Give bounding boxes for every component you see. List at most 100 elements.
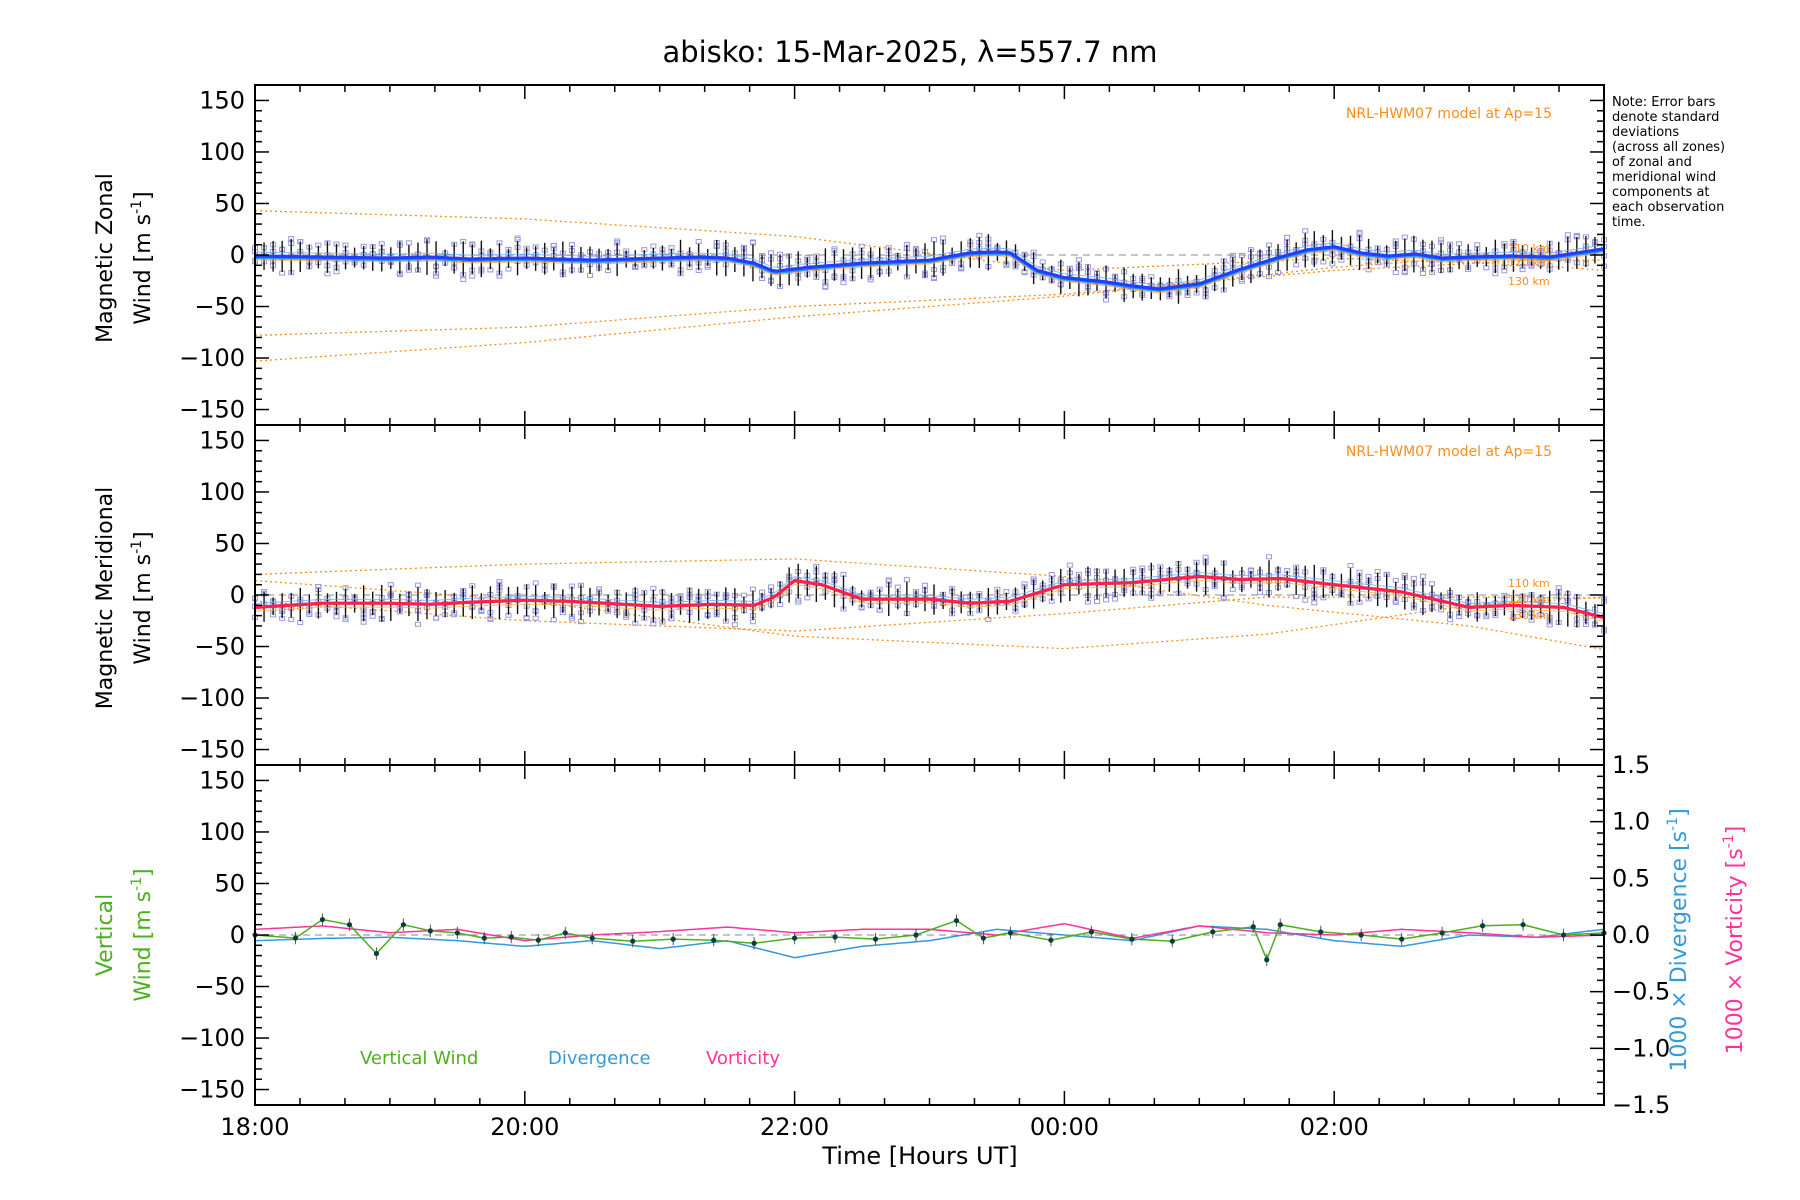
zonal-zone-marker [1356, 229, 1363, 235]
y2-tick-label: 0.5 [1612, 864, 1650, 892]
zonal-zone-marker [1419, 270, 1426, 276]
vertical-wind-point [711, 937, 717, 943]
vertical-wind-point [792, 935, 798, 941]
vertical-wind-point [1277, 922, 1283, 928]
y2-tick-label: −0.5 [1612, 978, 1670, 1006]
vertical-wind-point [562, 930, 568, 936]
meridional-zone-marker [1392, 577, 1399, 583]
meridional-model-line-1 [254, 579, 1605, 650]
y-tick-label: −50 [194, 633, 245, 661]
vertical-wind-point [913, 932, 919, 938]
vertical-wind-point [1088, 929, 1094, 935]
meridional-zone-marker [1066, 562, 1073, 568]
zonal-zone-marker [1284, 234, 1291, 240]
meridional-zone-marker [288, 616, 295, 622]
vertical-wind-point [751, 940, 757, 946]
zonal-model-line-2 [254, 249, 1605, 362]
axes: 150100500−50−100−150150100500−50−100−150… [179, 84, 1670, 1141]
zonal-zone-marker [405, 240, 412, 246]
meridional-zone-marker [414, 621, 421, 627]
meridional-zone-marker [1419, 573, 1426, 579]
zonal-model-alt-120: 120 km [1508, 256, 1550, 269]
zonal-model-line-1 [254, 259, 1604, 337]
meridional-zone-marker [749, 619, 756, 625]
meridional-zone-marker [1266, 554, 1273, 560]
vertical-wind-point [427, 928, 433, 934]
meridional-ylabel-line1: Magnetic Meridional [93, 487, 118, 709]
zonal-ylabel-line1: Magnetic Zonal [93, 173, 118, 343]
meridional-zone-marker [1311, 600, 1318, 606]
divergence-axis-text: 1000 × Divergence [s-1] [1665, 808, 1692, 1071]
vertical-wind-point [1439, 930, 1445, 936]
legend-divergence: Divergence [548, 1048, 651, 1069]
vertical-wind-point [1399, 936, 1405, 942]
note-line: (across all zones) [1612, 140, 1726, 155]
zonal-zone-marker [469, 273, 476, 279]
note-line: meridional wind [1612, 170, 1717, 185]
y-tick-label: 100 [199, 478, 245, 506]
vertical-wind-point [872, 936, 879, 942]
y-tick-label: −150 [179, 396, 245, 424]
zonal-zone-marker [931, 237, 938, 243]
note-line: deviations [1612, 125, 1680, 140]
vertical-wind-point [670, 936, 676, 942]
zonal-zone-marker [1238, 252, 1245, 258]
zonal-zone-marker [695, 238, 702, 244]
vertical-wind-point [481, 935, 487, 941]
vertical-wind-point [1169, 938, 1175, 944]
legend-vertical-wind: Vertical Wind [360, 1048, 478, 1069]
zonal-zone-marker [1401, 234, 1408, 240]
y-tick-label: 0 [230, 581, 245, 609]
y-tick-label: 150 [199, 426, 245, 454]
vorticity-axis-text: 1000 × Vorticity [s-1] [1721, 826, 1748, 1054]
vertical-wind-point [1318, 929, 1324, 935]
zonal-zone-marker [1075, 257, 1082, 263]
zonal-model-line-0 [254, 210, 1605, 272]
zonal-zone-marker [1519, 267, 1526, 273]
meridional-zone-marker [731, 622, 738, 628]
note-line: time. [1612, 215, 1646, 230]
zonal-zone-line-3 [255, 242, 1605, 286]
zonal-zone-marker [1438, 237, 1445, 243]
meridional-model-line-0 [254, 558, 1605, 651]
x-tick-label: 22:00 [760, 1113, 829, 1141]
zonal-zone-marker [433, 273, 440, 279]
zonal-zone-marker [822, 283, 829, 289]
zonal-model-alt-130: 130 km [1508, 275, 1550, 288]
zonal-ylabel: Magnetic Zonal Wind [m s-1] [93, 173, 156, 343]
zonal-zone-marker [1483, 265, 1490, 271]
zonal-zone-line-0 [254, 250, 1605, 294]
vertical-wind-point [1520, 922, 1526, 928]
x-tick-label: 18:00 [220, 1113, 289, 1141]
zonal-zone-marker [1293, 262, 1300, 268]
meridional-zone-marker [1021, 581, 1028, 587]
vertical-wind-point [373, 950, 380, 957]
y-tick-label: −50 [194, 293, 245, 321]
vertical-ylabel: Vertical Wind [m s-1] [93, 868, 156, 1001]
y-tick-label: 150 [199, 766, 245, 794]
zonal-zone-marker [840, 280, 847, 286]
meridional-zone-marker [894, 584, 901, 590]
plot-area [252, 210, 1607, 966]
zonal-zone-marker [1401, 270, 1408, 276]
meridional-zone-marker [333, 614, 340, 620]
y-tick-label: 100 [199, 138, 245, 166]
zonal-zone-marker [460, 277, 467, 283]
y2-tick-label: 1.0 [1612, 808, 1650, 836]
zonal-zone-marker [550, 242, 557, 248]
x-tick-label: 02:00 [1300, 1113, 1369, 1141]
y-tick-label: 50 [214, 529, 245, 557]
legend-vorticity: Vorticity [706, 1048, 780, 1069]
meridional-zone-marker [1093, 599, 1100, 605]
x-axis-label: Time [Hours UT] [821, 1142, 1017, 1170]
zonal-zone-marker [1039, 259, 1046, 265]
y2-tick-label: −1.0 [1612, 1034, 1670, 1062]
meridional-ylabel: Magnetic Meridional Wind [m s-1] [93, 487, 156, 709]
x-tick-label: 20:00 [490, 1113, 559, 1141]
y2-tick-label: 1.5 [1612, 751, 1650, 779]
divergence-line [254, 925, 1605, 959]
vertical-wind-point [454, 930, 460, 936]
y-tick-label: −150 [179, 1076, 245, 1104]
y2-tick-label: 0.0 [1612, 921, 1650, 949]
meridional-model-alt-120: 120 km [1508, 593, 1550, 606]
